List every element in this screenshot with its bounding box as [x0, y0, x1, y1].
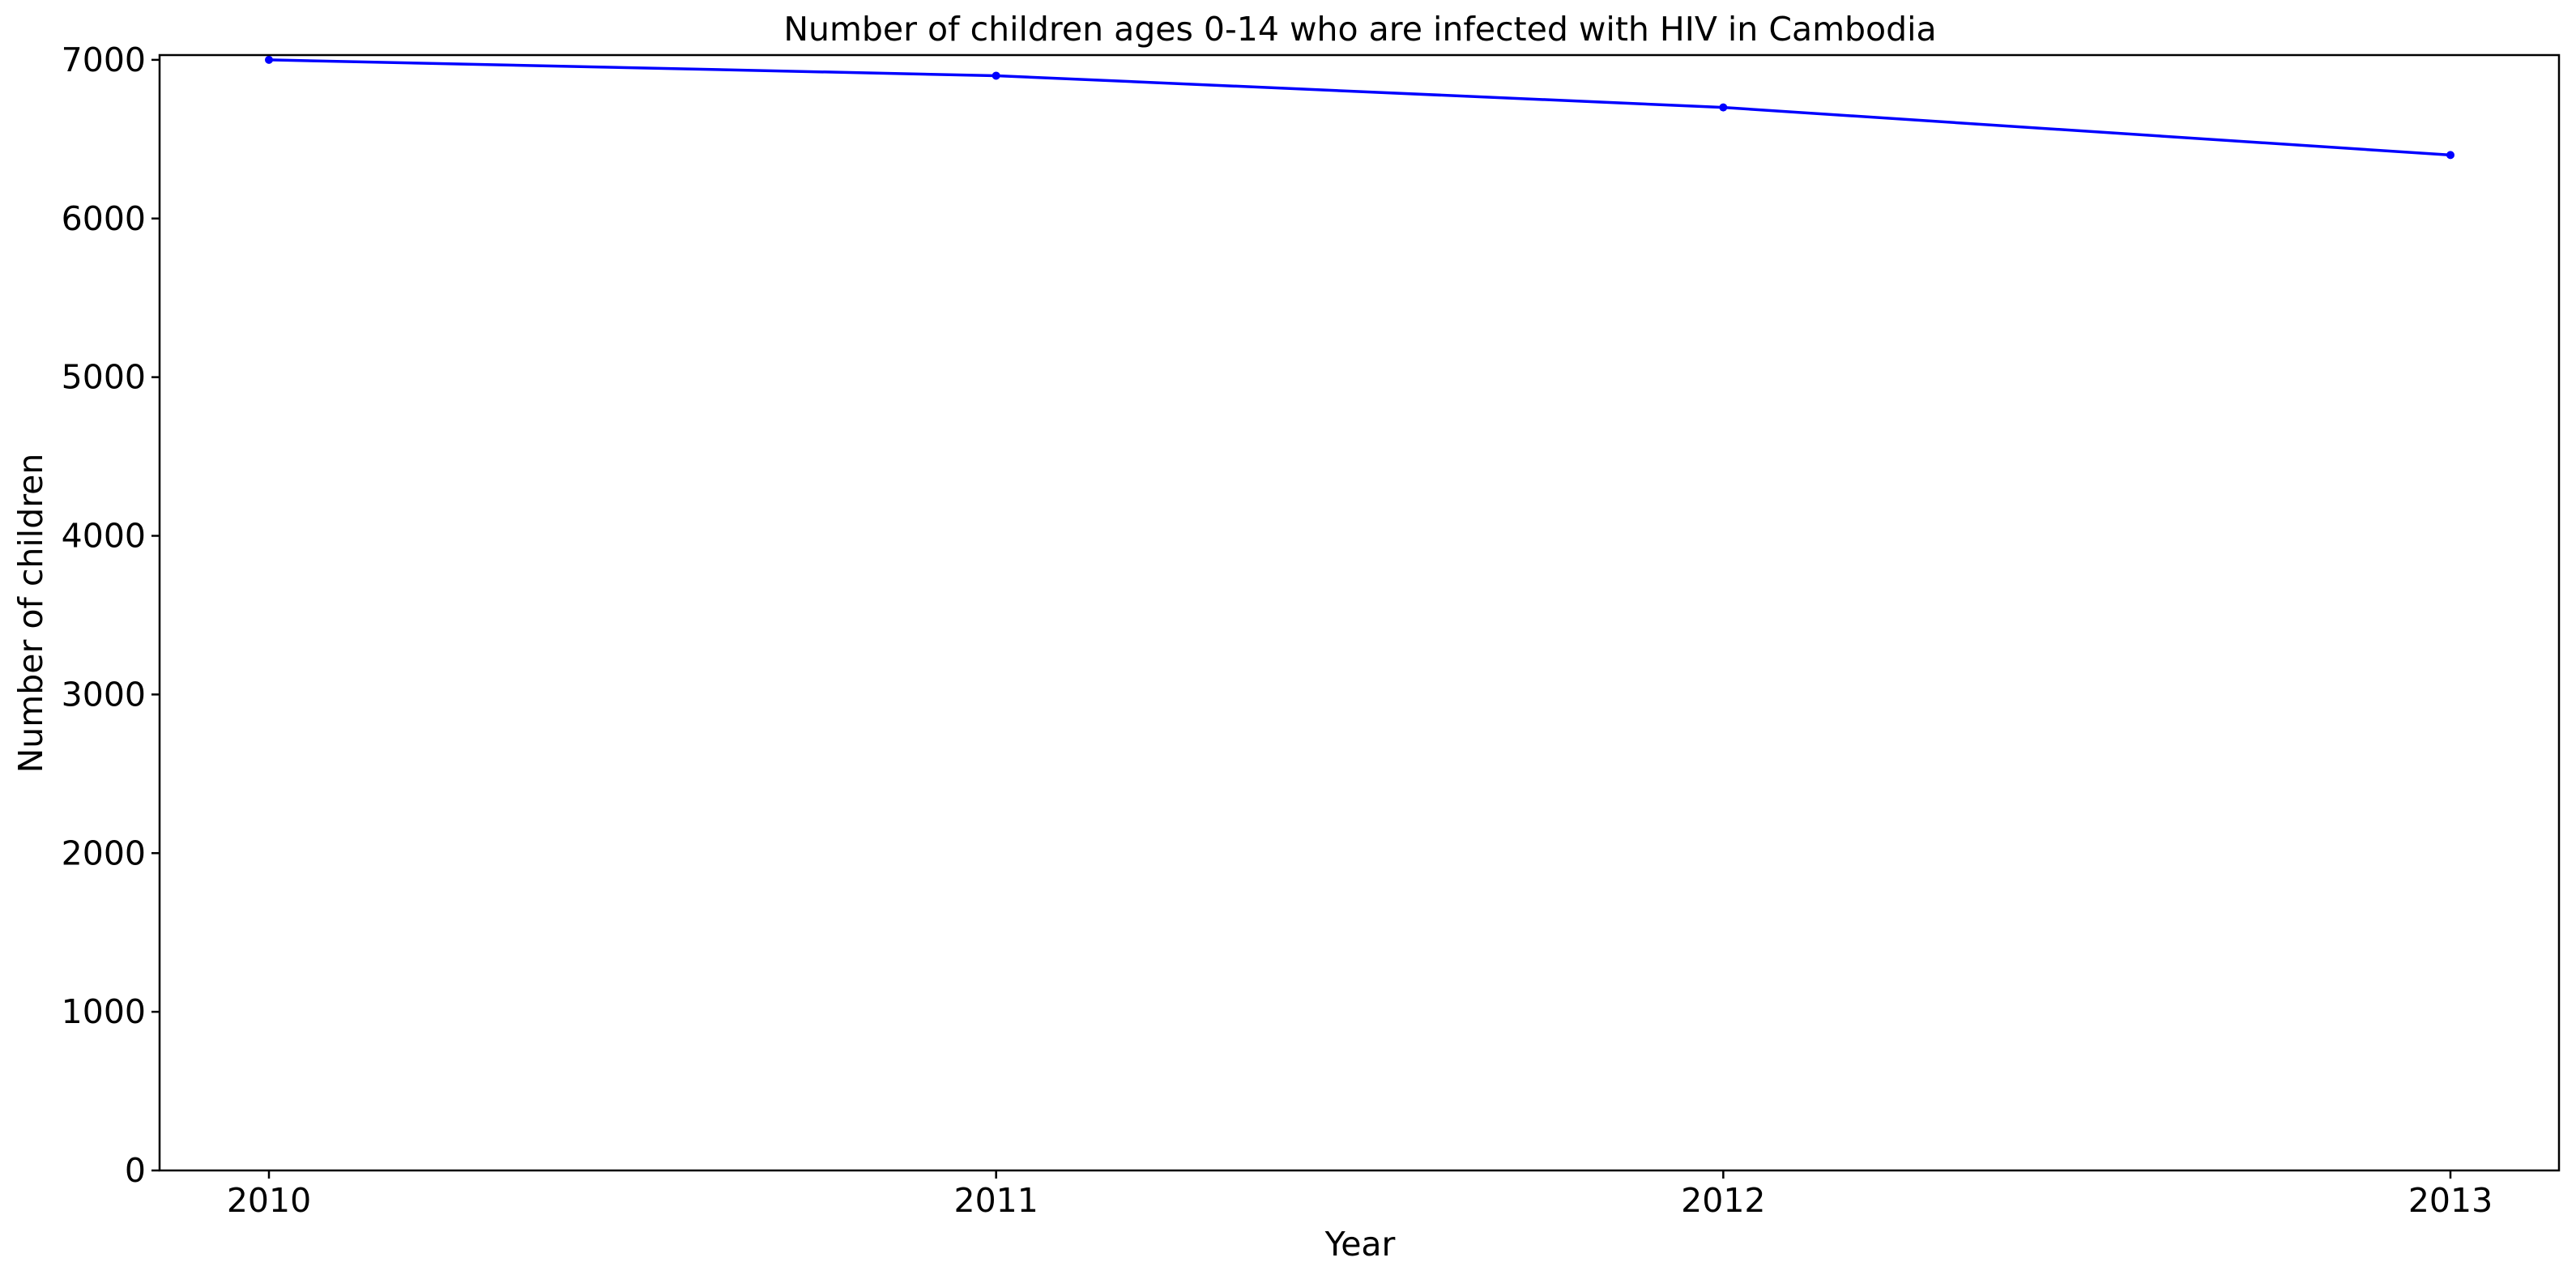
- y-axis-label: Number of children: [11, 454, 50, 774]
- y-axis-ticks: 0 1000 2000 3000 4000 5000 6000 7000: [62, 41, 160, 1190]
- chart-title: Number of children ages 0-14 who are inf…: [783, 10, 1936, 49]
- y-tick-label: 1000: [62, 992, 146, 1031]
- plot-area-frame: [158, 53, 2561, 1172]
- y-tick-label: 4000: [62, 517, 146, 556]
- series-line: [268, 58, 2451, 157]
- y-tick-label: 7000: [62, 41, 146, 79]
- y-tick-label: 0: [125, 1151, 146, 1190]
- x-tick-label: 2011: [953, 1181, 1038, 1220]
- series-layer: [265, 55, 2454, 160]
- data-point: [265, 55, 273, 64]
- y-tick-label: 6000: [62, 199, 146, 238]
- data-point: [1719, 103, 1728, 112]
- x-tick-label: 2013: [2408, 1181, 2493, 1220]
- x-axis-label: Year: [1324, 1225, 1396, 1264]
- x-tick-label: 2010: [227, 1181, 311, 1220]
- x-tick-label: 2012: [1681, 1181, 1765, 1220]
- x-axis-ticks: 2010 2011 2012 2013: [227, 1170, 2493, 1220]
- data-point: [992, 71, 1000, 80]
- data-point: [2446, 151, 2454, 160]
- y-tick-label: 5000: [62, 358, 146, 397]
- y-tick-label: 2000: [62, 833, 146, 872]
- y-tick-label: 3000: [62, 675, 146, 714]
